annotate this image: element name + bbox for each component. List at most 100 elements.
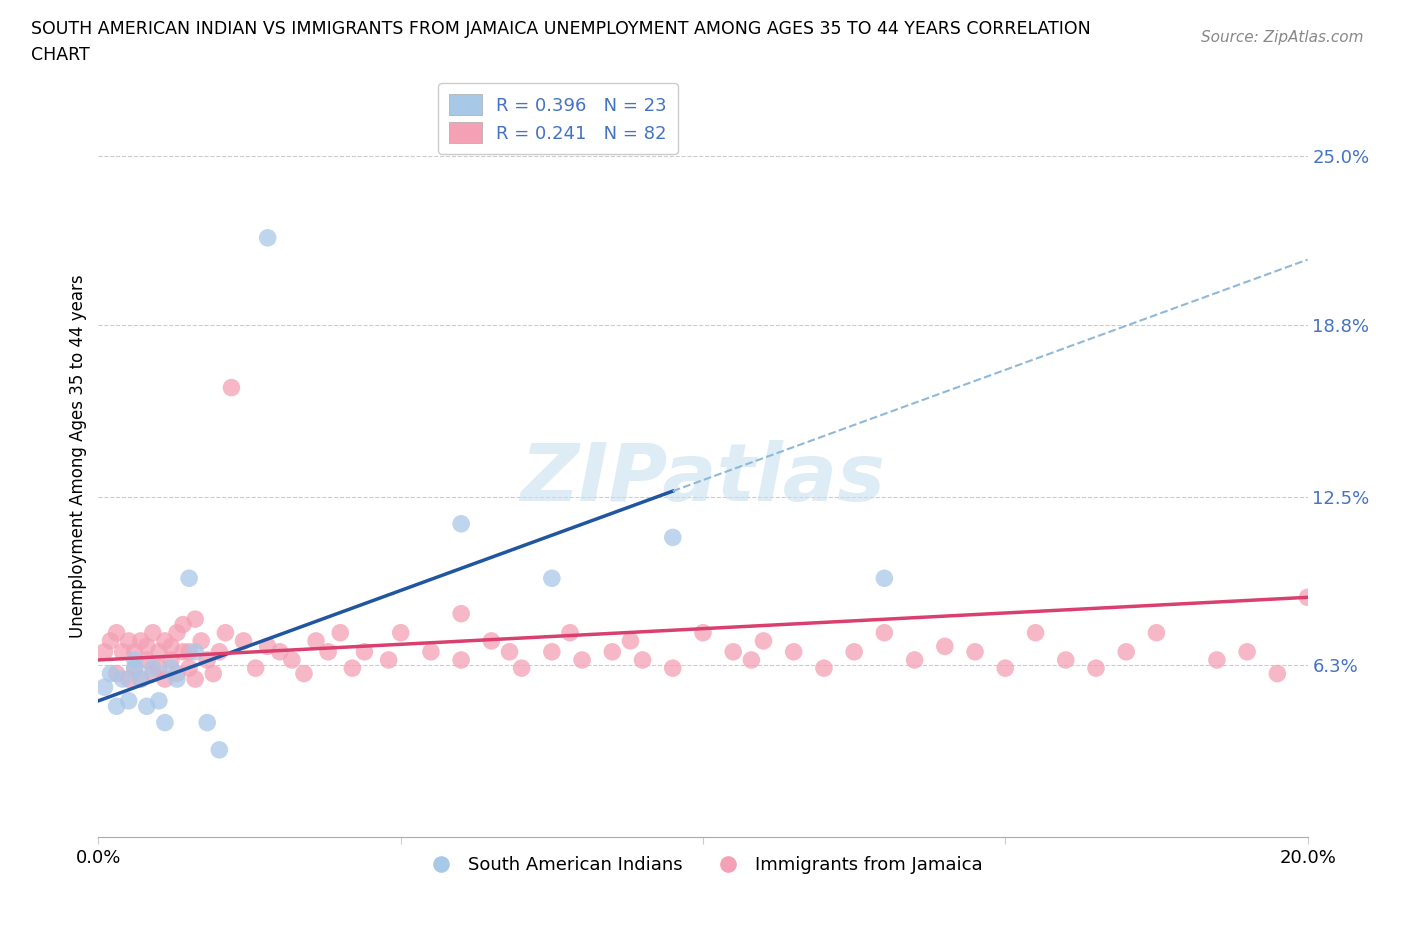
Point	[153, 633, 176, 648]
Point	[124, 653, 146, 668]
Point	[305, 633, 328, 648]
Point	[118, 633, 141, 648]
Point	[166, 671, 188, 686]
Text: SOUTH AMERICAN INDIAN VS IMMIGRANTS FROM JAMAICA UNEMPLOYMENT AMONG AGES 35 TO 4: SOUTH AMERICAN INDIAN VS IMMIGRANTS FROM…	[31, 20, 1091, 38]
Point	[723, 644, 745, 659]
Point	[904, 653, 927, 668]
Point	[166, 625, 188, 640]
Point	[740, 653, 762, 668]
Point	[148, 644, 170, 659]
Point	[844, 644, 866, 659]
Text: Source: ZipAtlas.com: Source: ZipAtlas.com	[1201, 30, 1364, 45]
Point	[1236, 644, 1258, 659]
Point	[93, 644, 115, 659]
Point	[965, 644, 987, 659]
Point	[190, 633, 212, 648]
Point	[571, 653, 593, 668]
Point	[100, 666, 122, 681]
Point	[129, 671, 152, 686]
Point	[377, 653, 399, 668]
Point	[195, 653, 218, 668]
Point	[994, 660, 1017, 675]
Point	[148, 694, 170, 709]
Point	[232, 633, 254, 648]
Point	[135, 653, 157, 668]
Point	[1024, 625, 1046, 640]
Point	[111, 671, 134, 686]
Point	[558, 625, 581, 640]
Point	[214, 625, 236, 640]
Point	[105, 698, 128, 713]
Point	[172, 618, 194, 632]
Legend: South American Indians, Immigrants from Jamaica: South American Indians, Immigrants from …	[416, 849, 990, 882]
Point	[353, 644, 375, 659]
Point	[389, 625, 412, 640]
Point	[281, 653, 304, 668]
Point	[124, 660, 146, 675]
Point	[1085, 660, 1108, 675]
Point	[202, 666, 225, 681]
Text: CHART: CHART	[31, 46, 90, 64]
Point	[1206, 653, 1229, 668]
Point	[105, 666, 128, 681]
Point	[1054, 653, 1077, 668]
Point	[142, 660, 165, 675]
Point	[661, 530, 683, 545]
Point	[934, 639, 956, 654]
Text: ZIPatlas: ZIPatlas	[520, 440, 886, 518]
Point	[135, 698, 157, 713]
Point	[692, 625, 714, 640]
Point	[160, 639, 183, 654]
Point	[316, 644, 339, 659]
Point	[292, 666, 315, 681]
Point	[160, 653, 183, 668]
Point	[1115, 644, 1137, 659]
Point	[510, 660, 533, 675]
Point	[269, 644, 291, 659]
Point	[100, 633, 122, 648]
Point	[208, 644, 231, 659]
Point	[752, 633, 775, 648]
Point	[342, 660, 364, 675]
Point	[153, 671, 176, 686]
Point	[166, 666, 188, 681]
Point	[661, 660, 683, 675]
Point	[1296, 590, 1319, 604]
Point	[245, 660, 267, 675]
Point	[142, 625, 165, 640]
Point	[619, 633, 641, 648]
Point	[153, 715, 176, 730]
Point	[105, 625, 128, 640]
Point	[329, 625, 352, 640]
Point	[631, 653, 654, 668]
Point	[195, 715, 218, 730]
Point	[118, 694, 141, 709]
Point	[118, 671, 141, 686]
Point	[221, 380, 243, 395]
Point	[450, 516, 472, 531]
Point	[111, 644, 134, 659]
Point	[540, 571, 562, 586]
Point	[135, 639, 157, 654]
Point	[1144, 625, 1167, 640]
Point	[256, 231, 278, 246]
Point	[873, 571, 896, 586]
Point	[602, 644, 624, 659]
Point	[179, 644, 201, 659]
Point	[184, 644, 207, 659]
Point	[783, 644, 806, 659]
Point	[93, 680, 115, 695]
Point	[813, 660, 835, 675]
Point	[179, 660, 201, 675]
Point	[160, 660, 183, 675]
Point	[420, 644, 443, 659]
Point	[481, 633, 503, 648]
Point	[179, 571, 201, 586]
Point	[124, 644, 146, 659]
Point	[184, 671, 207, 686]
Point	[873, 625, 896, 640]
Point	[129, 633, 152, 648]
Point	[129, 671, 152, 686]
Point	[256, 639, 278, 654]
Point	[148, 660, 170, 675]
